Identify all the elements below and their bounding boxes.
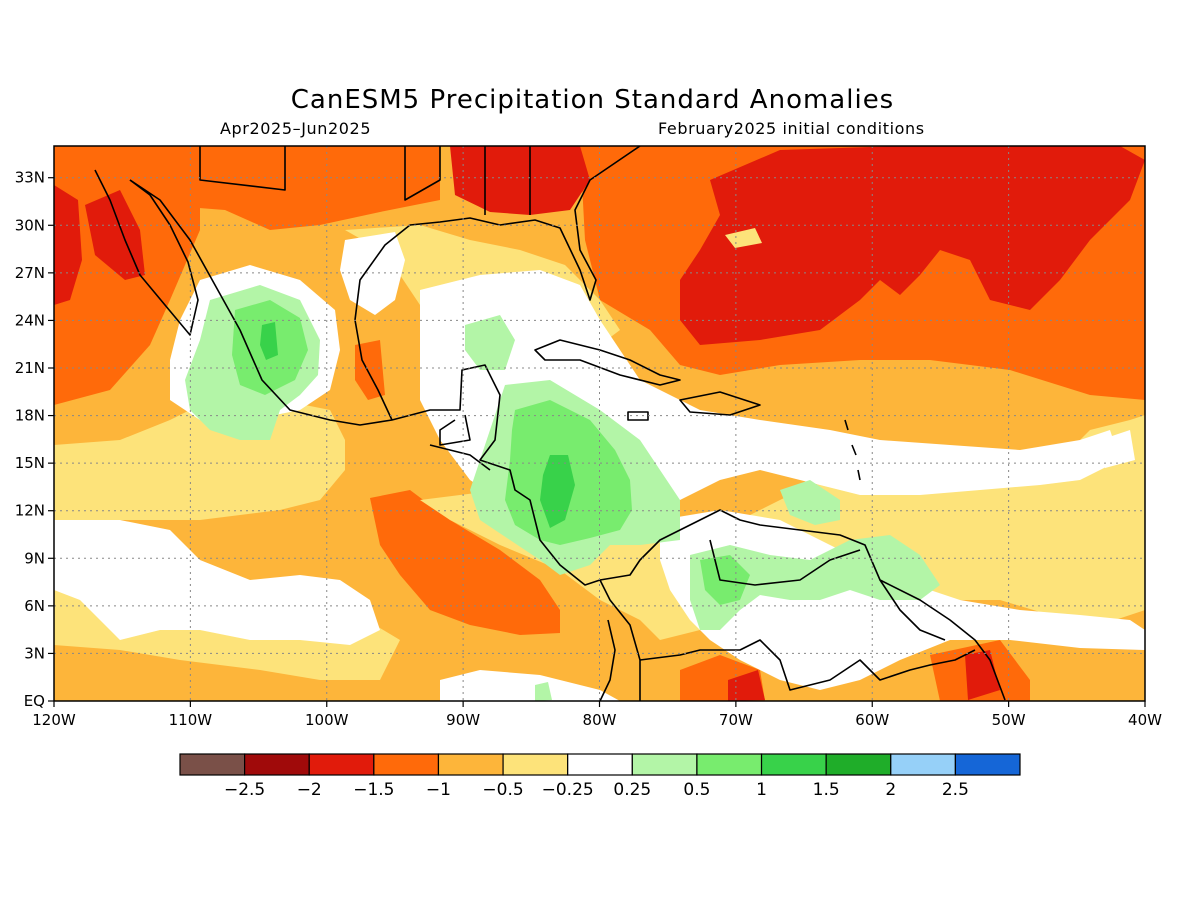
lat-tick-label: 9N <box>24 549 45 567</box>
lat-tick-label: EQ <box>24 692 45 710</box>
lon-tick-label: 100W <box>305 711 349 729</box>
lat-tick-label: 24N <box>15 311 45 329</box>
legend-swatch <box>696 753 763 776</box>
legend-swatch <box>373 753 440 776</box>
lon-tick-label: 70W <box>719 711 753 729</box>
legend-swatch <box>954 753 1021 776</box>
lon-tick-label: 60W <box>855 711 889 729</box>
legend-label: 0.5 <box>683 780 710 800</box>
legend-swatch <box>631 753 698 776</box>
color-legend: −2.5 −2 −1.5 −1 −0.5 −0.25 0.25 0.5 1 1.5 2 2.5 <box>179 753 1021 800</box>
lat-tick-label: 33N <box>15 169 45 187</box>
lon-tick-label: 40W <box>1128 711 1162 729</box>
legend-swatch <box>244 753 310 776</box>
forecast-period: Apr2025–Jun2025 <box>220 119 372 138</box>
lon-tick-label: 50W <box>992 711 1026 729</box>
legend-label: −0.25 <box>542 780 594 800</box>
lat-tick-label: 12N <box>15 502 45 520</box>
legend-label: −1 <box>426 780 451 800</box>
map-gridlines <box>54 146 1145 701</box>
legend-label: −2.5 <box>224 780 265 800</box>
legend-label: 1.5 <box>813 780 840 800</box>
legend-label: −0.5 <box>482 780 523 800</box>
initial-conditions-label: February2025 initial conditions <box>658 119 925 138</box>
legend-label: 0.25 <box>613 780 651 800</box>
legend-swatch <box>179 753 246 776</box>
legend-swatch <box>825 753 892 776</box>
lat-tick-label: 6N <box>24 597 45 615</box>
lat-tick-label: 27N <box>15 264 45 282</box>
legend-label: −1.5 <box>353 780 394 800</box>
legend-swatch <box>760 753 827 776</box>
latitude-axis: EQ 3N 6N 9N 12N 15N 18N 21N 24N 27N 30N 33N <box>15 169 54 710</box>
legend-swatch <box>308 753 375 776</box>
lon-tick-label: 110W <box>169 711 213 729</box>
lat-tick-label: 21N <box>15 359 45 377</box>
anomaly-plus-1-5 <box>260 322 575 528</box>
map-title: CanESM5 Precipitation Standard Anomalies <box>290 85 895 115</box>
lat-tick-label: 18N <box>15 407 45 425</box>
legend-swatch <box>437 753 504 776</box>
legend-label: 2 <box>885 780 896 800</box>
legend-label: 1 <box>756 780 767 800</box>
lon-tick-label: 80W <box>583 711 617 729</box>
legend-swatch <box>890 753 956 776</box>
lon-tick-label: 90W <box>446 711 480 729</box>
longitude-axis: 120W 110W 100W 90W 80W 70W 60W 50W 40W <box>32 701 1162 729</box>
lat-tick-label: 30N <box>15 216 45 234</box>
legend-swatch <box>502 753 569 776</box>
lat-tick-label: 3N <box>24 644 45 662</box>
lat-tick-label: 15N <box>15 454 45 472</box>
map-field <box>54 146 1145 701</box>
lon-tick-label: 120W <box>32 711 76 729</box>
legend-label: 2.5 <box>942 780 969 800</box>
legend-swatch <box>567 753 633 776</box>
legend-label: −2 <box>297 780 322 800</box>
